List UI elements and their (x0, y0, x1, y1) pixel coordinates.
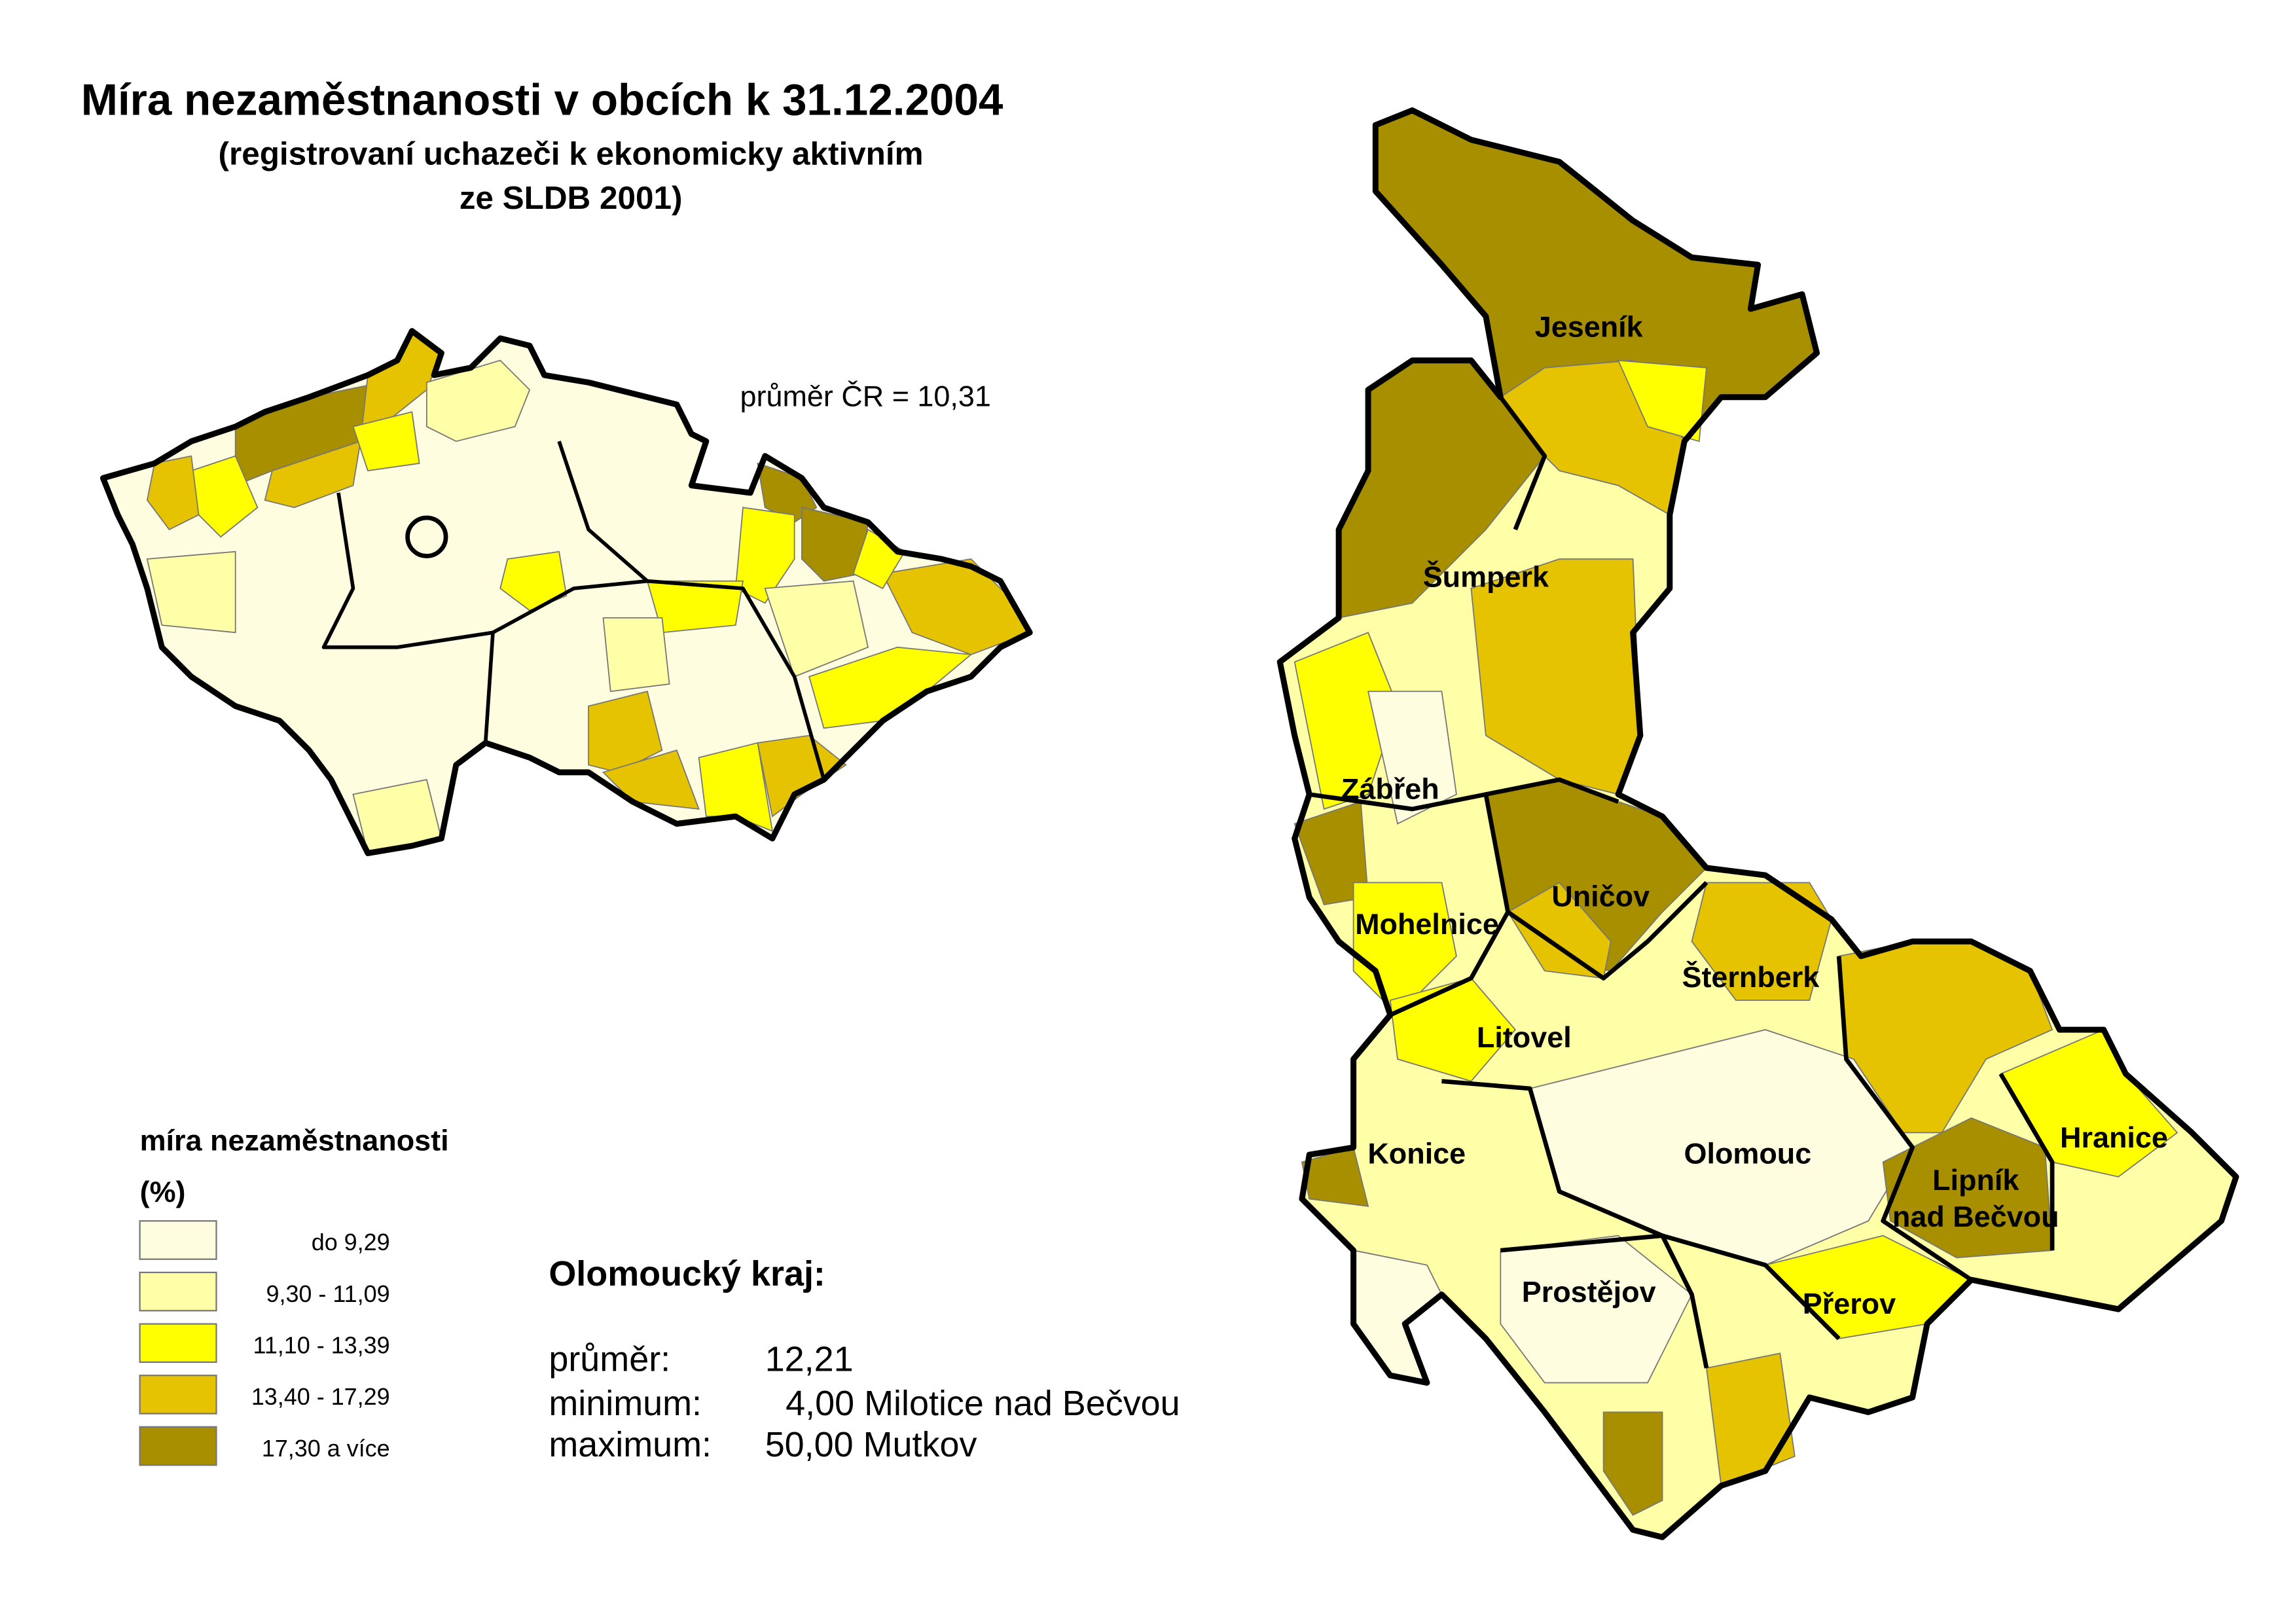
district-label-lipnik-1: Lipník (1932, 1163, 2019, 1197)
cr-area-light (146, 550, 236, 634)
area-yellow (1389, 977, 1517, 1082)
legend-swatch (139, 1426, 217, 1466)
legend-label: 17,30 a více (262, 1435, 390, 1462)
district-border (1506, 880, 1708, 981)
legend-swatch (139, 1323, 217, 1363)
legend-label: do 9,29 (312, 1229, 390, 1255)
cr-region-border (492, 579, 826, 780)
cr-average-label: průměr ČR = 10,31 (740, 379, 991, 412)
minimum-label: minimum: (549, 1384, 702, 1423)
district-border (1441, 1079, 1841, 1341)
district-label-olomouc: Olomouc (1684, 1137, 1812, 1170)
district-label-jesenik: Jeseník (1535, 310, 1644, 344)
cr-area-light (602, 617, 670, 693)
district-label-sumperk: Šumperk (1423, 560, 1549, 594)
maximum-label: maximum: (549, 1425, 712, 1464)
district-border (1389, 793, 1510, 1017)
map-subtitle-2: ze SLDB 2001) (460, 180, 683, 216)
area-ochre (1507, 882, 1612, 979)
cr-area-ochre (146, 455, 200, 531)
legend-unit: (%) (140, 1175, 186, 1208)
cr-outline (99, 328, 1033, 856)
cr-area-ochre (264, 440, 361, 509)
district-label-sternberk: Šternberk (1682, 960, 1820, 994)
area-yellow (1293, 632, 1398, 810)
district-label-prerov: Přerov (1803, 1287, 1896, 1320)
map-subtitle-1: (registrovaní uchazeči k ekonomicky akti… (219, 136, 924, 172)
region-stats-heading: Olomoucký kraj: (549, 1254, 825, 1293)
district-label-prostejov: Prostějov (1522, 1275, 1656, 1308)
district-label-lipnik-2: nad Bečvou (1892, 1200, 2059, 1233)
cr-area-yellow (698, 742, 774, 833)
district-label-konice: Konice (1367, 1137, 1466, 1170)
district-border (1998, 1072, 2055, 1251)
region-outline (1276, 107, 2239, 1540)
area-ochre (1705, 1352, 1796, 1487)
legend-swatch (139, 1375, 217, 1415)
maximum-value: 50,00 Mutkov (765, 1425, 977, 1464)
czech-republic-map (99, 328, 1033, 856)
map-title: Míra nezaměstnanosti v obcích k 31.12.20… (81, 75, 1003, 124)
legend: míra nezaměstnanosti (%) do 9,29 9,30 - 1… (139, 1123, 449, 1466)
legend-label: 13,40 - 17,29 (251, 1383, 390, 1410)
district-border (1500, 1233, 1709, 1369)
region-stats: Olomoucký kraj: průměr: 12,21 minimum: 4… (549, 1254, 1180, 1464)
district-label-hranice: Hranice (2060, 1121, 2168, 1154)
cr-area-yellow (352, 411, 420, 472)
legend-label: 9,30 - 11,09 (266, 1280, 389, 1307)
district-label-zabreh: Zábřeh (1341, 772, 1439, 805)
area-dark (1602, 1411, 1663, 1516)
cr-area-light (425, 359, 531, 442)
area-light (1352, 1250, 1443, 1384)
district-border (1836, 956, 1973, 1282)
cr-area-yellow (734, 507, 795, 604)
district-label-unicov: Uničov (1551, 879, 1650, 912)
legend-label: 11,10 - 13,39 (253, 1332, 390, 1359)
olomouc-region-map (1276, 107, 2239, 1540)
legend-swatch (139, 1271, 217, 1312)
area-ochre (1691, 882, 1832, 1001)
legend-swatch (139, 1220, 217, 1260)
cr-region-border (557, 441, 649, 583)
average-label: průměr: (549, 1339, 670, 1379)
prague-outline (405, 515, 448, 558)
district-label-litovel: Litovel (1477, 1020, 1572, 1054)
minimum-value: 4,00 Milotice nad Bečvou (786, 1384, 1180, 1423)
cr-region-border (321, 492, 495, 744)
area-light (1367, 691, 1457, 825)
district-border (1498, 395, 1547, 531)
area-yellow (1617, 359, 1707, 442)
legend-title: míra nezaměstnanosti (140, 1123, 449, 1157)
district-label-mohelnice: Mohelnice (1355, 907, 1499, 941)
cr-area-yellow (646, 580, 744, 634)
area-light (1500, 1235, 1693, 1384)
average-value: 12,21 (765, 1339, 854, 1379)
cr-area-light (764, 580, 869, 677)
